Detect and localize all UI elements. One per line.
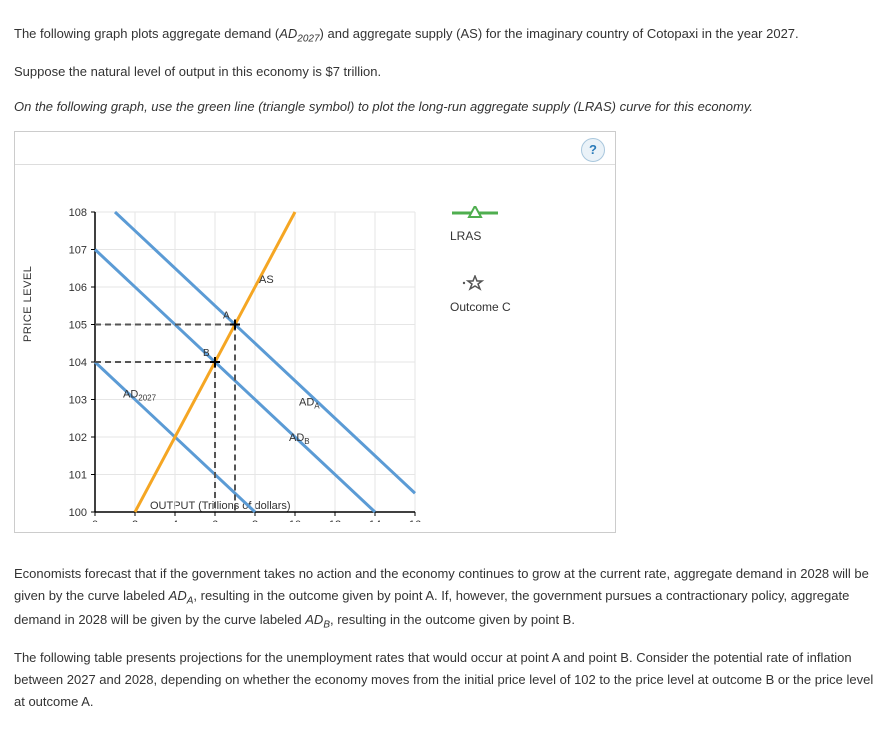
sym: AD bbox=[305, 612, 323, 627]
svg-text:101: 101 bbox=[69, 469, 87, 481]
svg-text:103: 103 bbox=[69, 394, 87, 406]
chart-svg[interactable]: 0 2 4 6 8 10 12 14 16 100 101 102 103 104 105 106 107 108… bbox=[25, 162, 445, 522]
svg-text:102: 102 bbox=[69, 432, 87, 444]
svg-text:2: 2 bbox=[132, 519, 138, 522]
svg-text:0: 0 bbox=[92, 519, 98, 522]
legend-outcome-c[interactable]: Outcome C bbox=[450, 273, 511, 318]
svg-text:100: 100 bbox=[69, 507, 87, 519]
graph-container: ? PRICE LEVEL OUTPUT (Trillions of dolla… bbox=[14, 131, 616, 533]
svg-text:106: 106 bbox=[69, 282, 87, 294]
help-icon[interactable]: ? bbox=[581, 138, 605, 162]
sub: 2027 bbox=[297, 34, 319, 45]
svg-text:12: 12 bbox=[329, 519, 341, 522]
legend: LRAS Outcome C bbox=[450, 202, 511, 344]
svg-text:14: 14 bbox=[369, 519, 381, 522]
intro-paragraph-1: The following graph plots aggregate dema… bbox=[14, 23, 878, 48]
svg-text:A: A bbox=[223, 310, 230, 321]
svg-text:B: B bbox=[203, 348, 210, 359]
table-intro-paragraph: The following table presents projections… bbox=[14, 647, 878, 713]
legend-lras[interactable]: LRAS bbox=[450, 202, 511, 247]
svg-text:AD2027: AD2027 bbox=[123, 388, 157, 402]
svg-text:6: 6 bbox=[212, 519, 218, 522]
svg-text:105: 105 bbox=[69, 319, 87, 331]
sub: B bbox=[323, 620, 330, 631]
text: The following graph plots aggregate dema… bbox=[14, 26, 279, 41]
svg-text:108: 108 bbox=[69, 207, 87, 219]
svg-text:ADA: ADA bbox=[299, 396, 320, 410]
svg-text:104: 104 bbox=[69, 357, 87, 369]
svg-text:8: 8 bbox=[252, 519, 258, 522]
sym: AD bbox=[169, 588, 187, 603]
text: ) and aggregate supply (AS) for the imag… bbox=[320, 26, 799, 41]
legend-outcome-c-label: Outcome C bbox=[450, 297, 511, 317]
intro-paragraph-2: Suppose the natural level of output in t… bbox=[14, 61, 878, 83]
instruction-paragraph: On the following graph, use the green li… bbox=[14, 96, 878, 118]
svg-text:AS: AS bbox=[259, 274, 274, 286]
sym: AD bbox=[279, 26, 297, 41]
svg-text:16: 16 bbox=[409, 519, 421, 522]
svg-text:10: 10 bbox=[289, 519, 301, 522]
svg-text:4: 4 bbox=[172, 519, 178, 522]
text: , resulting in the outcome given by poin… bbox=[330, 612, 575, 627]
svg-text:107: 107 bbox=[69, 244, 87, 256]
forecast-paragraph: Economists forecast that if the governme… bbox=[14, 563, 878, 634]
legend-lras-label: LRAS bbox=[450, 226, 511, 246]
svg-text:ADB: ADB bbox=[289, 432, 310, 446]
